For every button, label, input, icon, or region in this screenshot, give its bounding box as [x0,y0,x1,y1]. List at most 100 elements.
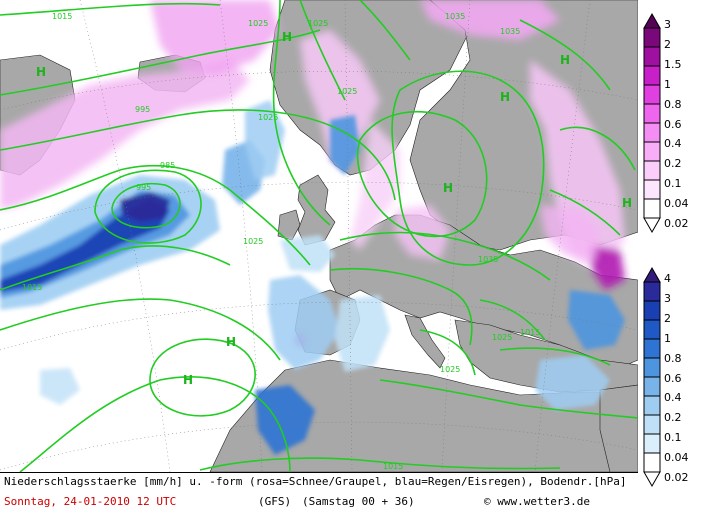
british-isles-land [297,174,336,246]
scale-label: 0.02 [664,471,689,484]
isobar-label: 1035 [500,27,520,36]
isobar-label: 1025 [308,19,328,28]
isobar-label: 1025 [243,237,263,246]
scale-label: 0.2 [664,157,682,171]
scale-swatch [643,300,661,321]
scale-swatch [643,103,661,124]
isobar-label: 1035 [478,255,498,264]
parallel-line [0,301,638,351]
isobar [356,111,488,238]
rain-band-black-sea-east [568,290,625,350]
high-pressure-marker: H [622,196,632,210]
scale-label: 2 [664,311,671,325]
isobar-labels: 1015 1025 1035 1035 1025 1025 1025 1025 … [22,12,540,471]
meridian-line [219,0,263,472]
high-pressure-marker: H [500,90,510,104]
isobar-label: 995 [136,183,151,192]
caption-model: (GFS) [258,495,292,508]
isobar [479,299,546,341]
isobar-label: 1015 [520,328,540,337]
isobar [419,329,476,376]
high-pressure-marker: H [183,373,193,387]
scale-label: 0.1 [664,177,682,191]
scale-swatch [643,357,661,378]
isobar-label: 1025 [440,365,460,374]
isobar [549,189,621,236]
isobar [0,2,221,16]
scale-swatch [643,122,661,143]
scale-label: 0.04 [664,197,689,211]
rain-band-north-sea [280,235,335,272]
scale-label: 1 [664,77,671,91]
scale-label: 0.1 [664,431,682,445]
isobar-label: 995 [135,105,150,114]
middle-east-land [599,384,638,472]
scale-label: 0.4 [664,391,682,405]
snow-precipitation [0,0,625,345]
map-canvas: 1015 1025 1035 1035 1025 1025 1025 1025 … [0,0,638,472]
isobar-label: 1025 [248,19,268,28]
isobar [19,376,291,472]
scale-swatch [643,395,661,416]
scale-cap-top [643,12,661,29]
scale-swatch [643,452,661,473]
scale-swatch [643,198,661,219]
isobar [499,347,611,366]
high-pressure-markers: H H H H H H H H [36,30,632,387]
scale-label: 1.5 [664,57,682,71]
scale-swatch [643,84,661,105]
isobar-label: 1025 [492,333,512,342]
isobar-low-ring [111,183,181,229]
isobar-high-ring [149,338,256,417]
rain-scale-bar [643,266,661,488]
precipitation-legend: 3 2 1.5 1 0.8 0.6 0.4 0.2 0.1 0.04 0.02 4 3 2 1 0.8 0.6… [638,0,704,513]
isobar [379,379,638,419]
scale-label: 1 [664,331,671,345]
parallel-line [0,70,638,111]
rain-band-norway [330,115,360,175]
rain-band-iberia-west [268,275,340,370]
snow-band-greenland-sea [150,0,280,75]
rain-precipitation [0,100,625,455]
isobar-label: 1035 [445,12,465,21]
isobar [339,231,551,281]
scale-label: 0.02 [664,217,689,230]
rain-band-east-med [535,355,610,410]
scale-swatch [643,46,661,67]
isobar [0,164,311,266]
isobar-label: 1025 [258,113,278,122]
scale-label: 0.6 [664,117,682,131]
isobar-label: 985 [160,161,175,170]
scale-label: 2 [664,37,671,51]
isobar [272,0,331,226]
rain-low-pressure-core [0,200,170,292]
snow-band-north-atlantic [0,60,250,210]
isobar [559,126,636,171]
scale-swatch [643,414,661,435]
high-pressure-marker: H [226,335,236,349]
caption-run: (Samstag 00 + 36) [302,495,415,508]
rain-band-azores [40,368,80,405]
isobar-label: 1015 [383,462,403,471]
scale-swatch [643,338,661,359]
italy-land [404,314,446,369]
snow-band-scandinavia-west [300,30,380,170]
caption-description: Niederschlagsstaerke [mm/h] u. -form (ro… [4,475,627,488]
graticule [0,0,638,472]
high-pressure-marker: H [443,181,453,195]
parallel-line [0,421,638,471]
snow-band-barents [420,0,560,40]
snow-band-scandinavia-east [350,120,400,250]
isobar-label: 1015 [52,12,72,21]
scale-swatch [643,160,661,181]
isobar-label: 1025 [337,87,357,96]
rain-band-mediterranean [335,295,390,372]
snow-band-russia [530,60,625,270]
scale-label: 0.6 [664,371,682,385]
high-pressure-marker: H [560,53,570,67]
scale-swatch [643,179,661,200]
scale-label: 0.4 [664,137,682,151]
map-caption: Niederschlagsstaerke [mm/h] u. -form (ro… [0,472,638,513]
legend-scales [643,12,661,488]
snow-core-russia [590,245,625,290]
